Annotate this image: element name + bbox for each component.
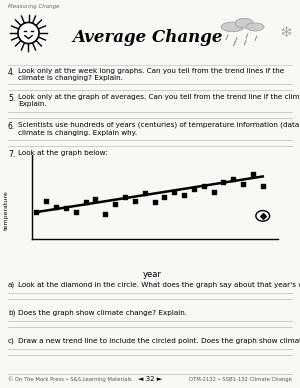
Text: c): c) <box>8 338 15 345</box>
Text: temperature: temperature <box>4 190 8 230</box>
Text: Look at the graph below:: Look at the graph below: <box>18 150 108 156</box>
Text: Draw a new trend line to include the circled point. Does the graph show climate : Draw a new trend line to include the cir… <box>18 338 300 344</box>
Text: Measuring Change: Measuring Change <box>8 4 59 9</box>
Text: 6.: 6. <box>8 122 15 131</box>
Point <box>172 189 177 195</box>
Point <box>64 205 68 211</box>
Text: year: year <box>142 270 161 279</box>
Point <box>231 177 236 183</box>
Text: Scientists use hundreds of years (centuries) of temperature information (data) t: Scientists use hundreds of years (centur… <box>18 122 300 135</box>
Text: 4.: 4. <box>8 68 15 77</box>
Ellipse shape <box>235 18 253 28</box>
Text: a): a) <box>8 282 15 289</box>
Text: Look only at the graph of averages. Can you tell from the trend line if the clim: Look only at the graph of averages. Can … <box>18 94 300 107</box>
Text: ❄: ❄ <box>280 25 293 40</box>
Point <box>74 209 78 215</box>
Point <box>103 211 108 217</box>
Text: Look at the diamond in the circle. What does the graph say about that year's wea: Look at the diamond in the circle. What … <box>18 282 300 288</box>
Point <box>83 199 88 205</box>
Point <box>211 189 216 195</box>
Ellipse shape <box>221 22 244 32</box>
Point <box>260 182 265 189</box>
Text: b): b) <box>8 310 15 317</box>
Point <box>191 186 196 192</box>
Text: 5.: 5. <box>8 94 15 103</box>
Point <box>182 192 186 198</box>
Text: Average Change: Average Change <box>73 29 223 47</box>
Point <box>152 199 157 205</box>
Point <box>54 204 58 210</box>
Text: ◄ 32 ►: ◄ 32 ► <box>138 376 162 382</box>
Circle shape <box>18 23 39 43</box>
Point <box>123 194 128 200</box>
Text: © On The Mark Press • S&S Learning Materials: © On The Mark Press • S&S Learning Mater… <box>8 376 132 382</box>
Text: Does the graph show climate change? Explain.: Does the graph show climate change? Expl… <box>18 310 187 316</box>
Text: OTM-2132 • SSB1-132 Climate Change: OTM-2132 • SSB1-132 Climate Change <box>189 376 292 381</box>
Point <box>44 197 49 204</box>
Point <box>260 213 265 219</box>
Point <box>201 182 206 189</box>
Point <box>113 201 118 208</box>
Point <box>221 178 226 185</box>
Point <box>162 194 167 200</box>
Point <box>132 197 137 204</box>
Ellipse shape <box>246 23 264 31</box>
Point <box>34 209 39 215</box>
Text: Look only at the week long graphs. Can you tell from the trend lines if the
clim: Look only at the week long graphs. Can y… <box>18 68 284 81</box>
Point <box>250 171 255 177</box>
Point <box>142 190 147 196</box>
Text: 7.: 7. <box>8 150 15 159</box>
Point <box>241 181 245 187</box>
Point <box>93 196 98 202</box>
